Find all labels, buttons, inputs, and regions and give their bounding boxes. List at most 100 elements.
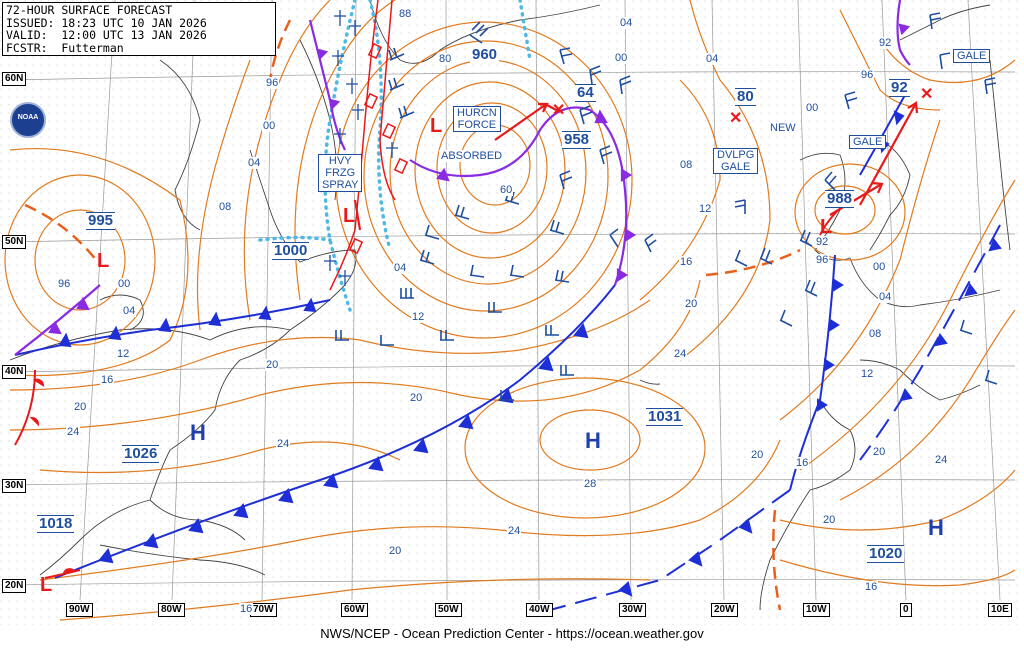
isobar-label: 20 [73,401,88,413]
cold-front-west [14,297,331,356]
gale-warning-north: GALE [953,49,991,63]
isobar-label: 28 [583,478,598,490]
low-future-position-92: ✕ [920,86,934,103]
isobar-label: 20 [684,298,699,310]
low-future-position-80: ✕ [729,110,743,127]
isobar-label: 92 [878,37,893,49]
high-pressure-1020: 1020 [867,545,905,563]
hvy-line1: HVY [328,155,352,167]
developing-gale-warning: DVLPG GALE [713,148,759,174]
isobar-label: 24 [66,426,81,438]
isobar-label: 88 [398,8,413,20]
isobar-label: 20 [750,449,765,461]
isobar-label: 00 [872,261,887,273]
isobar-label: 16 [100,374,115,386]
title-product: 72-HOUR SURFACE FORECAST [6,3,173,17]
lat-label-30n: 30N [2,479,27,493]
isobar-label: 20 [265,359,280,371]
high-symbol-west: H [190,420,206,445]
hvy-line2: FRZG [325,167,356,179]
isobar-label: 04 [247,157,262,169]
lon-label-40w: 40W [526,603,553,617]
lon-label-30w: 30W [619,603,646,617]
low-symbol-gulf: L [40,574,53,596]
high-pressure-1031: 1031 [646,408,684,426]
heavy-freezing-spray-warning: HVY FRZG SPRAY [318,154,363,192]
ocean-grid-dots [0,0,1024,625]
lat-label-20n: 20N [2,579,27,593]
isobar-label: 04 [122,305,137,317]
occluded-fronts [14,0,911,356]
hvy-line3: SPRAY [322,179,359,191]
isobar-label: 24 [673,348,688,360]
hurricane-force-warning: HURCN FORCE [453,106,501,132]
isobar-label: 60 [499,184,514,196]
isobar-label: 96 [815,254,830,266]
absorbed-label: ABSORBED [439,150,505,162]
isobar-label: 24 [934,454,949,466]
low-pressure-80: 80 [735,88,756,106]
lat-label-50n: 50N [2,235,27,249]
lon-label-20w: 20W [711,603,738,617]
isobar-label: 96 [860,69,875,81]
cold-front-east [549,254,844,611]
lat-label-60n: 60N [2,72,27,86]
low-pressure-960: 960 [470,46,500,63]
low-future-position-64: ✕ [552,102,566,119]
lon-label-60w: 60W [341,603,368,617]
isobar-label: 96 [265,77,280,89]
low-pressure-92-east: 92 [889,79,910,97]
lat-label-40n: 40N [2,365,27,379]
isobar-label: 12 [411,311,426,323]
isobar-label: 12 [860,368,875,380]
wind-barbs [335,12,998,401]
high-symbol-central: H [585,428,601,453]
low-symbol-absorbed: L [430,115,443,137]
lon-label-50w: 50W [435,603,462,617]
isobar-label: 04 [878,291,893,303]
isobar-label: 04 [619,17,634,29]
isobar-label: 12 [116,348,131,360]
isobar-label: 00 [262,120,277,132]
cold-front-main [54,284,616,579]
low-pressure-1000: 1000 [272,242,310,260]
low-pressure-988: 988 [825,190,855,208]
agency-logo: NOAA [10,102,46,138]
coastlines [9,0,1011,611]
lon-label-90w: 90W [66,603,93,617]
isobar-label: 20 [822,514,837,526]
title-block: 72-HOUR SURFACE FORECAST ISSUED: 18:23 U… [2,2,276,56]
isobar-label: 20 [388,545,403,557]
logo-text: NOAA [17,114,39,121]
troughs [24,19,801,611]
isobar-label: 00 [117,278,132,290]
isobar-label: 00 [805,102,820,114]
isobar-label: 16 [864,581,879,593]
title-issued: ISSUED: 18:23 UTC 10 JAN 2026 [6,15,207,30]
isobar-label: 96 [57,278,72,290]
high-pressure-1026: 1026 [122,445,160,463]
hurricane-force-line1: HURCN [457,107,497,119]
low-pressure-995: 995 [86,212,116,230]
isobar-label: 20 [409,392,424,404]
storm-tracks [353,101,919,231]
isobar-label: 24 [507,525,522,537]
title-valid: VALID: 12:00 UTC 13 JAN 2026 [6,28,207,42]
footer-credit: NWS/NCEP - Ocean Prediction Center - htt… [320,626,704,641]
cold-front-far-east [859,224,1002,461]
isobar-label: 00 [614,52,629,64]
dvlpg-line2: GALE [720,161,751,173]
isobar-label: 12 [698,203,713,215]
low-symbol-newfoundland: L [343,205,356,227]
isobar-label: 80 [438,53,453,65]
isobar-label: 92 [815,236,830,248]
lon-label-0: 0 [900,603,912,617]
isobar-label: 08 [679,159,694,171]
isobar-label: 24 [276,438,291,450]
low-pressure-958: 958 [562,131,592,149]
gale-warning-ireland: GALE [849,135,887,149]
isobar-label: 04 [705,53,720,65]
isobars [4,0,1016,621]
isobar-label: 08 [868,328,883,340]
